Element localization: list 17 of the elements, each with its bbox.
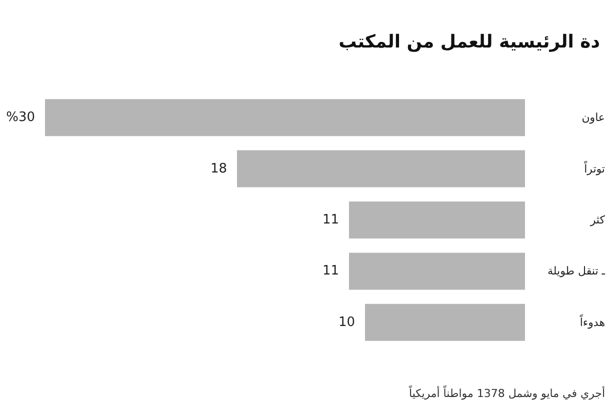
data-label: 11 [322, 264, 339, 279]
bar [349, 202, 525, 238]
bar [365, 304, 525, 341]
y-tick-label: عاون [582, 111, 605, 124]
bar [237, 150, 525, 188]
data-label: 18 [210, 161, 227, 176]
chart-title: دة الرئيسية للعمل من المكتب [338, 32, 600, 52]
text: أجري في مايو وشمل 1378 مواطناً أمريكياً [408, 384, 605, 400]
y-tick-label: توتراً [584, 160, 605, 176]
y-tick-label: كثر [589, 214, 606, 226]
y-tick-label: هدوءاً [580, 313, 606, 329]
y-tick-label: ـ تنقل طويلة [547, 264, 606, 278]
data-label: 11 [322, 212, 339, 228]
data-label: 10 [338, 314, 355, 330]
bar [45, 99, 525, 136]
data-label: %30 [6, 110, 35, 126]
bar [349, 252, 525, 290]
